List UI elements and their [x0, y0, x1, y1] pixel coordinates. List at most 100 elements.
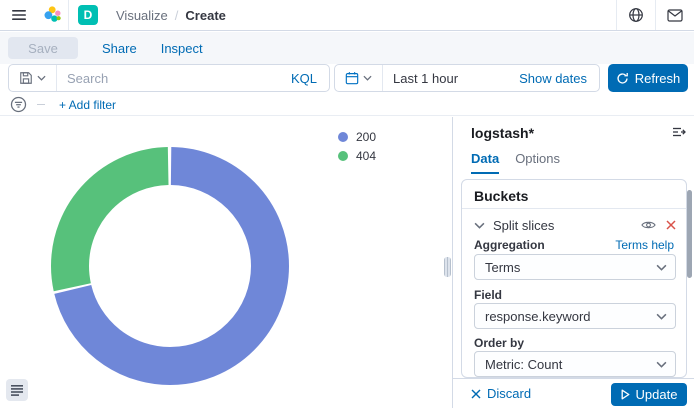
legend-toggle-button[interactable]	[6, 379, 28, 401]
legend-label: 200	[356, 130, 377, 144]
breadcrumb: Visualize / Create	[116, 8, 226, 23]
legend-label: 404	[356, 149, 377, 163]
menu-hamburger-icon[interactable]	[0, 0, 38, 30]
chart-legend: 200 404	[338, 130, 376, 163]
legend-item[interactable]: 200	[338, 130, 376, 144]
vis-editor-panel: logstash* Data Options Buckets Split sli…	[452, 117, 694, 408]
breadcrumb-create: Create	[185, 7, 226, 23]
pie-slice[interactable]	[51, 147, 289, 385]
filter-options-button[interactable]	[10, 96, 27, 113]
elastic-logo-icon	[44, 6, 61, 22]
elastic-logo[interactable]	[38, 0, 68, 30]
breadcrumb-visualize[interactable]: Visualize	[116, 7, 168, 23]
globe-button[interactable]	[617, 0, 655, 30]
legend-color-dot	[338, 151, 348, 161]
update-button[interactable]: Update	[611, 383, 687, 406]
date-quick-menu-button[interactable]	[335, 71, 382, 85]
field-label: Field	[474, 288, 503, 302]
toggle-visibility-button[interactable]	[641, 220, 656, 230]
calendar-icon	[345, 72, 359, 85]
share-link[interactable]: Share	[102, 40, 137, 56]
top-nav-bar: D Visualize / Create	[0, 0, 694, 31]
mail-button[interactable]	[656, 0, 694, 30]
nav-divider	[655, 0, 656, 30]
action-bar: Save Share Inspect	[0, 32, 694, 64]
nav-divider	[68, 0, 69, 30]
accordion-toggle[interactable]	[474, 222, 485, 229]
chevron-down-icon	[363, 75, 372, 81]
visualization-canvas: 200 404	[0, 117, 452, 408]
field-select[interactable]: response.keyword	[474, 303, 676, 329]
date-picker-group: Last 1 hour Show dates	[334, 64, 600, 92]
search-group: KQL	[8, 64, 330, 92]
saved-query-menu-button[interactable]	[9, 71, 56, 85]
chevron-wrap	[656, 313, 675, 320]
query-bar: KQL Last 1 hour Show dates Refresh	[0, 64, 694, 93]
chevron-wrap	[656, 264, 675, 271]
discard-button[interactable]: Discard	[471, 386, 531, 401]
order-by-label: Order by	[474, 336, 525, 350]
buckets-heading: Buckets	[474, 188, 529, 204]
chevron-down-icon	[656, 264, 667, 271]
panel-scrollbar[interactable]	[687, 190, 692, 278]
discard-label: Discard	[487, 386, 532, 401]
list-icon	[11, 384, 23, 396]
refresh-button[interactable]: Refresh	[608, 64, 688, 92]
card-divider	[462, 208, 686, 209]
eye-icon	[641, 221, 656, 229]
terms-help-link[interactable]: Terms help	[615, 238, 674, 252]
hamburger-icon	[12, 10, 26, 20]
show-dates-link[interactable]: Show dates	[519, 70, 587, 86]
chevron-down-icon	[37, 75, 46, 81]
collapse-panel-icon	[673, 127, 686, 137]
nav-right-icons	[616, 0, 694, 31]
nav-divider	[616, 0, 617, 30]
input-divider	[56, 65, 57, 91]
space-badge[interactable]: D	[78, 5, 98, 25]
add-filter-link[interactable]: + Add filter	[59, 97, 117, 112]
refresh-label: Refresh	[634, 70, 681, 86]
tab-data[interactable]: Data	[471, 151, 500, 174]
aggregation-label: Aggregation	[474, 238, 545, 252]
field-value: response.keyword	[485, 308, 591, 324]
mail-icon	[667, 8, 683, 22]
order-by-value: Metric: Count	[485, 356, 563, 372]
aggregation-select[interactable]: Terms	[474, 254, 676, 280]
collapse-panel-button[interactable]	[672, 126, 686, 138]
chevron-wrap	[656, 361, 675, 368]
filter-bar: + Add filter	[0, 94, 694, 116]
filter-divider	[37, 104, 45, 105]
chevron-down-icon	[474, 222, 485, 229]
chevron-down-icon	[656, 313, 667, 320]
panel-resize-handle[interactable]	[444, 257, 451, 277]
save-query-icon	[20, 72, 32, 84]
update-label: Update	[635, 387, 678, 402]
search-input[interactable]	[57, 70, 291, 86]
chevron-down-icon	[656, 361, 667, 368]
order-by-select[interactable]: Metric: Count	[474, 351, 676, 377]
legend-color-dot	[338, 132, 348, 142]
split-slices-row[interactable]: Split slices	[474, 216, 676, 234]
donut-chart	[51, 147, 289, 385]
filter-icon	[10, 96, 27, 113]
input-divider	[382, 65, 383, 91]
legend-item[interactable]: 404	[338, 149, 376, 163]
save-button[interactable]: Save	[8, 37, 78, 59]
pie-slice[interactable]	[51, 147, 289, 385]
index-pattern-title: logstash*	[471, 125, 535, 141]
aggregation-value: Terms	[485, 259, 521, 275]
editor-footer: Discard Update	[453, 378, 694, 408]
refresh-icon	[617, 72, 628, 84]
close-icon	[471, 389, 481, 398]
time-range-value[interactable]: Last 1 hour	[393, 70, 459, 86]
breadcrumb-separator: /	[174, 7, 179, 23]
buckets-card: Buckets Split slices Aggregation	[461, 179, 687, 378]
inspect-link[interactable]: Inspect	[160, 40, 203, 56]
editor-tabs: Data Options	[471, 151, 560, 174]
query-language-button[interactable]: KQL	[290, 70, 317, 86]
tab-options[interactable]: Options	[515, 151, 560, 166]
globe-icon	[629, 8, 643, 22]
close-icon	[666, 220, 676, 230]
play-icon	[621, 389, 629, 400]
remove-bucket-button[interactable]	[666, 220, 676, 230]
